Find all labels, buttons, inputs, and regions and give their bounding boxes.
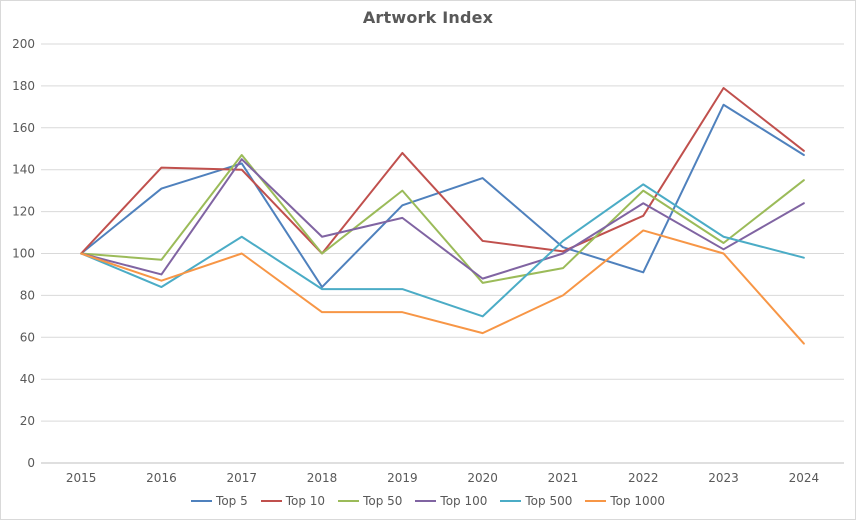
series-line-top-100 (80, 158, 805, 280)
legend-item-top-5: Top 5 (191, 494, 248, 508)
y-tick-label: 80 (20, 288, 35, 302)
x-tick-label: 2018 (307, 471, 338, 485)
legend-item-top-1000: Top 1000 (585, 494, 665, 508)
x-tick-label: 2016 (146, 471, 177, 485)
legend-label: Top 1000 (610, 494, 665, 508)
y-tick-label: 20 (20, 414, 35, 428)
legend-line-swatch (415, 500, 437, 502)
y-tick-label: 160 (12, 121, 35, 135)
legend-item-top-10: Top 10 (260, 494, 326, 508)
legend-label: Top 50 (363, 494, 403, 508)
legend-label: Top 500 (525, 494, 573, 508)
y-tick-label: 120 (12, 205, 35, 219)
x-tick-label: 2019 (387, 471, 418, 485)
series-line-top-5 (80, 103, 805, 289)
series-line-top-10 (80, 86, 805, 255)
x-tick-label: 2015 (66, 471, 97, 485)
legend-line-swatch (585, 500, 607, 502)
x-tick-label: 2020 (467, 471, 498, 485)
x-tick-label: 2021 (548, 471, 579, 485)
legend-label: Top 5 (216, 494, 248, 508)
y-tick-label: 180 (12, 79, 35, 93)
legend-line-swatch (191, 500, 213, 502)
y-tick-label: 60 (20, 330, 35, 344)
y-tick-label: 0 (27, 456, 35, 470)
legend-label: Top 10 (285, 494, 326, 508)
legend-line-swatch (260, 500, 282, 502)
legend-item-top-100: Top 100 (415, 494, 487, 508)
series-line-top-50 (80, 154, 805, 284)
legend-line-swatch (500, 500, 522, 502)
chart-legend: Top 5 Top 10 Top 50 Top 100 Top 500 Top 1000 (1, 491, 855, 511)
legend-line-swatch (338, 500, 360, 502)
y-tick-label: 140 (12, 163, 35, 177)
series-line-top-1000 (80, 229, 805, 345)
chart-title: Artwork Index (362, 8, 494, 27)
x-tick-label: 2017 (226, 471, 257, 485)
y-tick-label: 40 (20, 372, 35, 386)
x-tick-label: 2023 (708, 471, 739, 485)
legend-item-top-500: Top 500 (500, 494, 572, 508)
legend-label: Top 100 (440, 494, 488, 508)
y-tick-label: 100 (12, 247, 35, 261)
series-line-top-500 (80, 183, 805, 318)
x-tick-label: 2022 (628, 471, 659, 485)
y-tick-label: 200 (12, 37, 35, 51)
legend-item-top-50: Top 50 (338, 494, 402, 508)
x-tick-label: 2024 (789, 471, 820, 485)
